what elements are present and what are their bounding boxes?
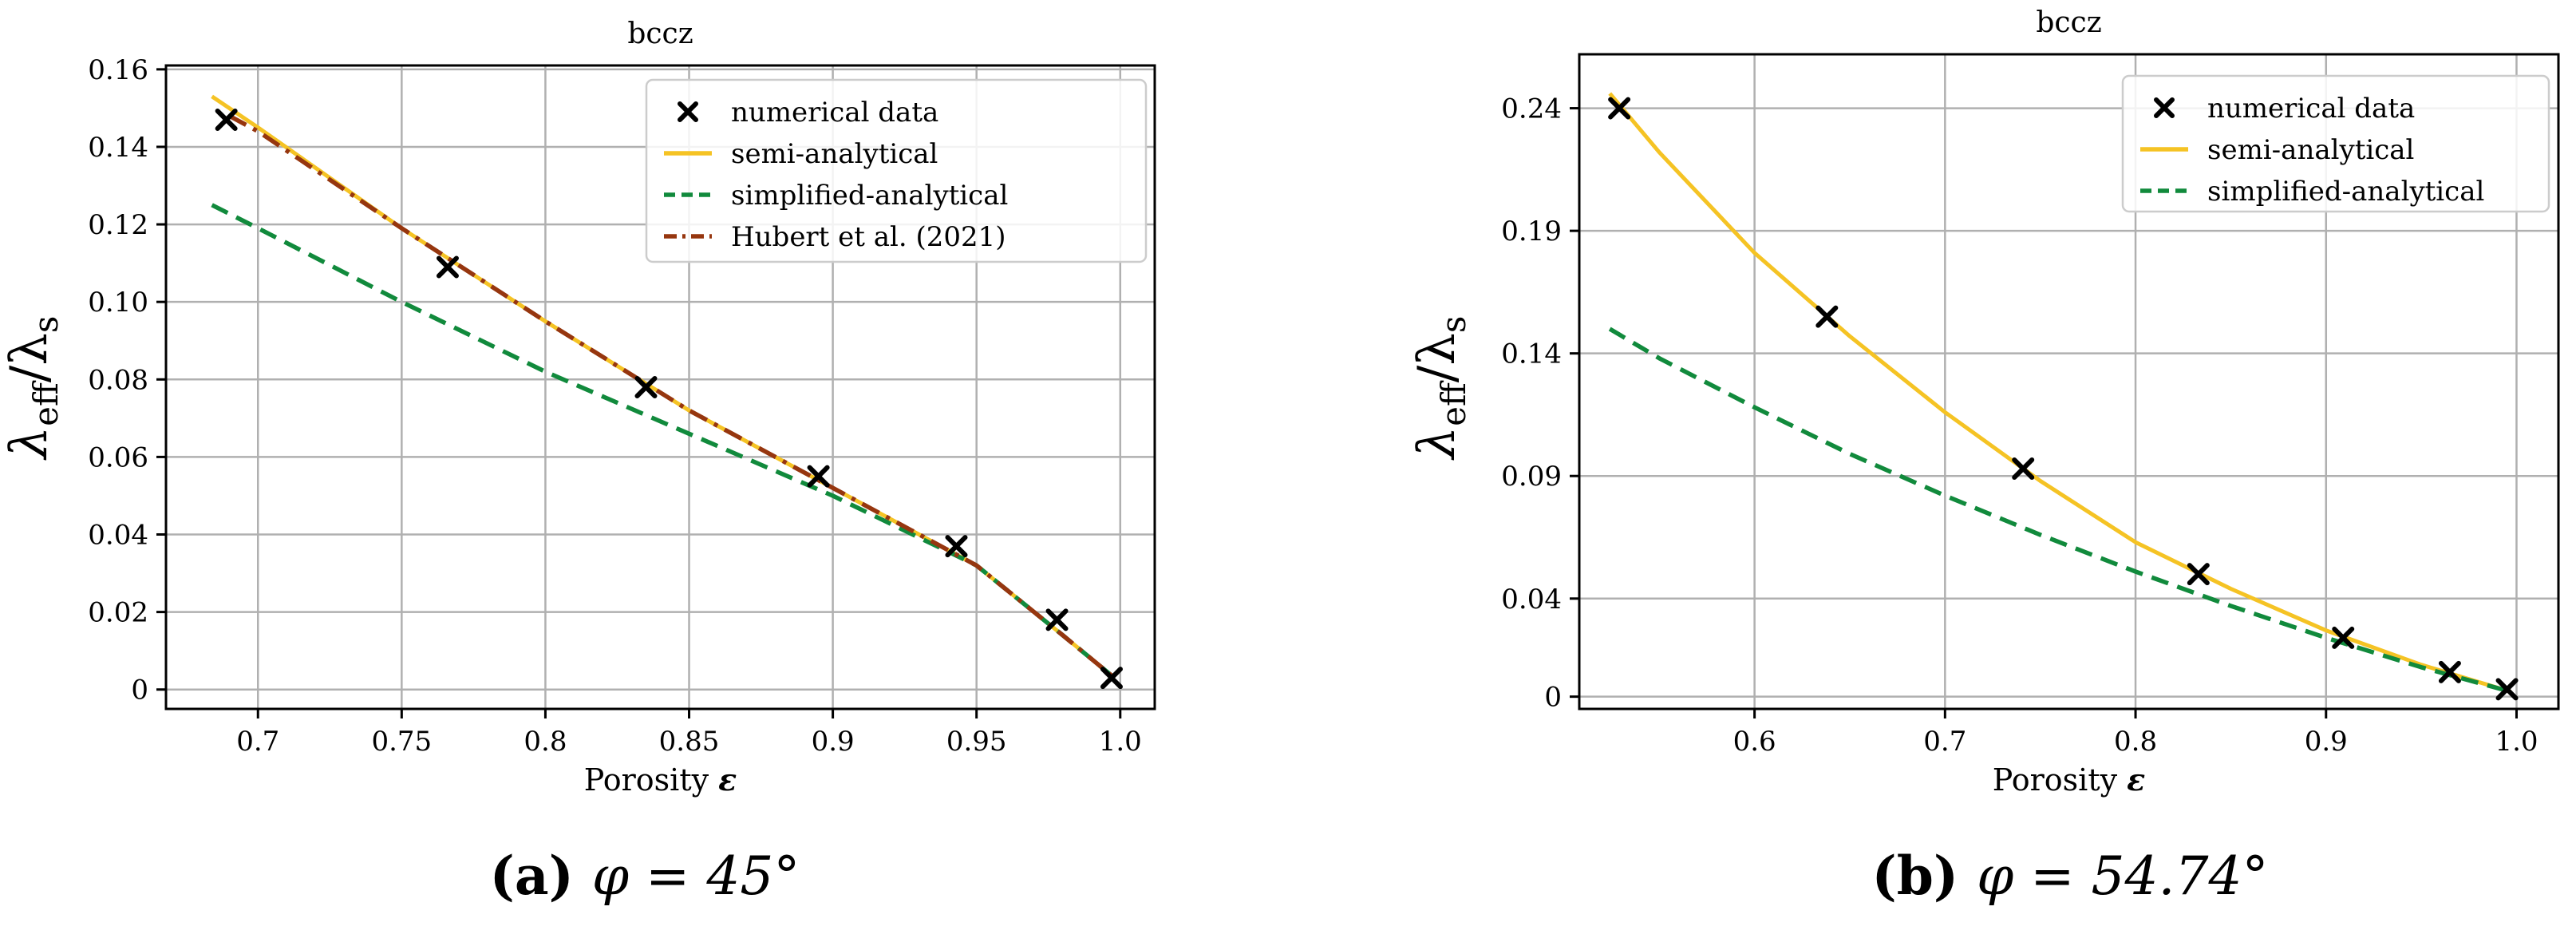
series-line-hubert-et-al-2021- [227, 113, 1116, 680]
y-tick-label: 0.16 [88, 54, 148, 86]
data-point [807, 465, 830, 488]
y-axis-label: λeff/λs [1408, 316, 1473, 461]
legend-box [645, 78, 1148, 263]
data-point [1608, 97, 1631, 120]
legend-item: semi-analytical [664, 138, 938, 170]
y-tick-label: 0.10 [88, 287, 148, 319]
axes-frame [1578, 53, 2560, 711]
data-point [2012, 457, 2035, 481]
plot-area [211, 94, 1116, 680]
x-axis-label: Porosity ε [1993, 762, 2146, 798]
data-point [2438, 660, 2461, 683]
chart-title: bccz [627, 18, 693, 50]
y-tick-label: 0.19 [1501, 216, 1562, 247]
x-tick-label: 1.0 [1099, 726, 1142, 758]
legend-label: numerical data [2207, 93, 2415, 125]
legend-label: semi-analytical [2207, 134, 2414, 166]
legend-item: semi-analytical [2140, 134, 2414, 166]
legend-label: semi-analytical [731, 138, 938, 170]
legend-label: numerical data [731, 97, 938, 129]
y-tick-label: 0.04 [88, 520, 148, 552]
subfigure-caption: (a) φ = 45° [490, 845, 800, 907]
x-tick-label: 0.7 [236, 726, 279, 758]
data-point [215, 108, 238, 131]
x-tick-label: 0.8 [2114, 726, 2157, 758]
data-point [945, 535, 968, 558]
x-tick-label: 0.75 [371, 726, 432, 758]
y-tick-label: 0.02 [88, 597, 148, 629]
y-axis-label: λeff/λs [0, 316, 65, 461]
data-point [1815, 305, 1839, 328]
legend-box [2121, 74, 2550, 213]
x-tick-label: 0.8 [523, 726, 567, 758]
series-line-simplified-analytical [211, 203, 1116, 680]
legend: numerical data semi-analytical simplified-… [2121, 74, 2550, 213]
legend-item: numerical data [678, 97, 938, 129]
y-tick-label: 0.14 [1501, 338, 1562, 370]
data-point [436, 255, 459, 279]
x-tick-label: 1.0 [2495, 726, 2538, 758]
subfigure-caption: (b) φ = 54.74° [1871, 845, 2268, 907]
data-point [2332, 626, 2355, 649]
legend-label: simplified-analytical [2207, 176, 2484, 208]
y-tick-label: 0.24 [1501, 93, 1562, 125]
legend-label: Hubert et al. (2021) [731, 221, 1006, 253]
legend-label: simplified-analytical [731, 180, 1008, 212]
y-tick-label: 0 [1544, 682, 1562, 714]
x-tick-label: 0.7 [1923, 726, 1966, 758]
series-line-simplified-analytical [1608, 327, 2512, 695]
x-axis-label: Porosity ε [584, 762, 737, 798]
data-point [2495, 678, 2519, 701]
y-tick-label: 0.04 [1501, 584, 1562, 616]
y-tick-label: 0.09 [1501, 461, 1562, 493]
chart-b: 0.6 0.7 0.8 0.9 1.0 0 0.04 0.09 0.14 0.19 0.24 bccz… [1408, 6, 2560, 798]
legend-item: simplified-analytical [2140, 176, 2484, 208]
y-tick-label: 0.12 [88, 209, 148, 241]
x-tick-label: 0.9 [812, 726, 855, 758]
axes-frame [164, 64, 1156, 711]
x-tick-label: 0.6 [1733, 726, 1776, 758]
chart-title: bccz [2036, 6, 2101, 39]
legend-item: simplified-analytical [664, 180, 1008, 212]
y-tick-label: 0.14 [88, 132, 148, 164]
data-point [634, 376, 658, 398]
x-tick-label: 0.95 [946, 726, 1007, 758]
x-tick-label: 0.85 [659, 726, 720, 758]
plot-area [1608, 92, 2512, 695]
y-tick-label: 0.06 [88, 441, 148, 473]
y-tick-label: 0 [131, 675, 148, 707]
data-point [1045, 608, 1069, 631]
legend-item: Hubert et al. (2021) [664, 221, 1006, 253]
data-point [1100, 667, 1123, 690]
chart-a: 0.7 0.75 0.8 0.85 0.9 0.95 1.0 0 0.02 0.04 0.06 0.0… [0, 18, 1156, 798]
y-tick-label: 0.08 [88, 364, 148, 396]
legend-item: numerical data [2154, 93, 2415, 125]
legend: numerical data semi-analytical simplified-… [645, 78, 1148, 263]
x-tick-label: 0.9 [2305, 726, 2348, 758]
data-point [2187, 563, 2210, 586]
series-line-semi-analytical [1608, 92, 2512, 694]
